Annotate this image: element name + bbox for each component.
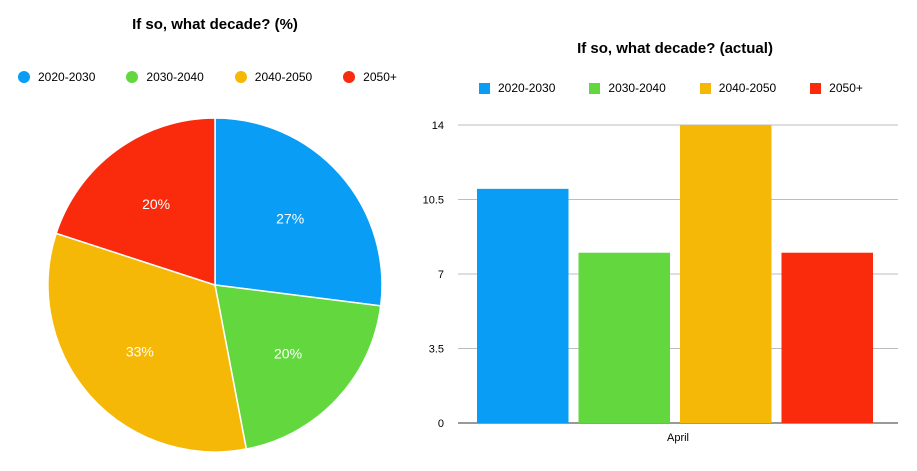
pie-slice-label: 27% [276, 211, 304, 227]
pie-slice-label: 20% [274, 346, 302, 362]
pie-slice [214, 284, 382, 450]
bar [477, 188, 569, 423]
pie-slice [214, 117, 383, 307]
pie-slice-label: 20% [142, 196, 170, 212]
pie-legend-label: 2020-2030 [38, 70, 96, 84]
bar-legend-swatch [699, 82, 711, 94]
bar-legend-swatch [479, 82, 490, 94]
pie-legend-item: 2050+ [343, 70, 397, 84]
bar-legend-item: 2030-2040 [589, 81, 666, 95]
bar-legend-item: 2020-2030 [479, 81, 555, 95]
pie-legend-swatch [126, 71, 139, 83]
y-tick-label: 7 [438, 269, 444, 281]
bar-legend-item: 2040-2050 [699, 81, 777, 95]
pie-legend-swatch [234, 71, 247, 83]
pie-legend-item: 2040-2050 [234, 70, 313, 84]
pie-slice [55, 117, 216, 287]
bar-legend-label: 2020-2030 [498, 81, 556, 95]
pie-legend-label: 2030-2040 [146, 70, 204, 84]
pie-chart: 27% 20% 33% 20% [47, 117, 383, 453]
bar-legend-item: 2050+ [810, 81, 863, 95]
pie-legend-label: 2050+ [363, 70, 397, 84]
y-tick-label: 10.5 [423, 195, 444, 207]
pie-legend: 2020-2030 2030-2040 2040-2050 2050+ [18, 70, 428, 84]
y-tick-label: 14 [432, 120, 444, 132]
bar-legend: 2020-2030 2030-2040 2040-2050 2050+ [479, 81, 897, 95]
pie-legend-swatch [18, 71, 30, 83]
bar [578, 252, 670, 423]
y-tick-label: 0 [438, 418, 444, 430]
bar [781, 252, 873, 423]
pie-legend-label: 2040-2050 [254, 70, 313, 84]
pie-slice [47, 232, 248, 453]
pie-legend-swatch [343, 71, 356, 83]
bar-legend-swatch [810, 82, 822, 94]
bar-legend-label: 2050+ [829, 81, 863, 95]
pie-chart-title: If so, what decade? (%) [132, 16, 298, 33]
pie-slice-label: 33% [126, 343, 154, 359]
x-category-label: April [667, 432, 689, 444]
bar-legend-label: 2030-2040 [608, 81, 666, 95]
pie-legend-item: 2030-2040 [126, 70, 204, 84]
bar-legend-swatch [589, 82, 601, 94]
pie-legend-item: 2020-2030 [18, 70, 95, 84]
bar [680, 125, 772, 423]
y-tick-label: 3.5 [429, 344, 444, 356]
bar-chart-title: If so, what decade? (actual) [577, 40, 773, 57]
bar-legend-label: 2040-2050 [718, 81, 777, 95]
